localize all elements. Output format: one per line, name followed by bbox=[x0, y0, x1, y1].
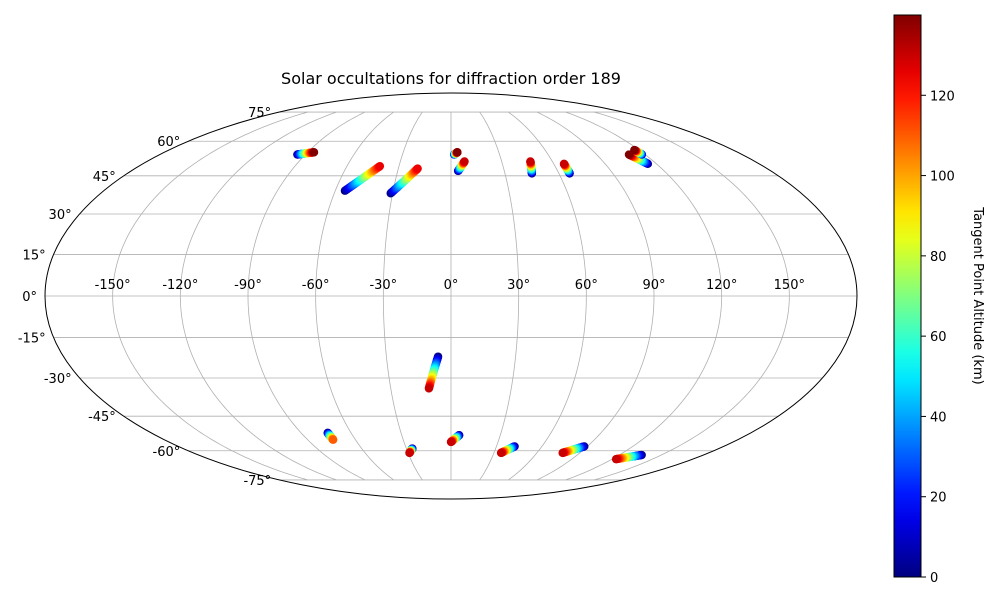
data-point bbox=[309, 148, 319, 157]
latitude-tick-label: -75° bbox=[243, 474, 271, 489]
occultation-track bbox=[405, 444, 417, 458]
longitude-gridline bbox=[247, 111, 366, 481]
data-point bbox=[413, 164, 422, 173]
occultation-track bbox=[558, 442, 589, 458]
colorbar-tick-label: 0 bbox=[930, 571, 938, 586]
data-point bbox=[446, 437, 456, 447]
latitude-tick-label: 60° bbox=[157, 135, 180, 150]
colorbar-tick-label: 100 bbox=[930, 170, 955, 185]
latitude-tick-label: 75° bbox=[248, 106, 271, 121]
latitude-tick-label: -45° bbox=[88, 410, 116, 425]
data-point bbox=[496, 448, 506, 458]
data-point bbox=[328, 435, 338, 444]
longitude-tick-label: -150° bbox=[95, 278, 131, 293]
occultation-track bbox=[323, 428, 338, 444]
longitude-tick-label: 60° bbox=[575, 278, 598, 293]
data-point bbox=[630, 145, 639, 155]
data-point bbox=[453, 148, 462, 157]
occultation-track bbox=[611, 450, 646, 464]
longitude-tick-label: 0° bbox=[444, 278, 459, 293]
longitude-tick-label: -90° bbox=[234, 278, 262, 293]
occultation-points bbox=[293, 145, 653, 464]
longitude-tick-label: 90° bbox=[642, 278, 665, 293]
occultation-track bbox=[424, 352, 443, 393]
latitude-tick-label: -15° bbox=[18, 332, 46, 347]
longitude-gridline bbox=[179, 111, 337, 481]
longitude-tick-labels: -150° -120° -90° -60° -30° 0° 30° 60° 90° 120° 150… bbox=[95, 278, 805, 293]
data-point bbox=[405, 448, 414, 458]
colorbar-tick-label: 120 bbox=[930, 89, 955, 104]
occultation-track bbox=[293, 148, 319, 159]
occultation-track bbox=[450, 148, 462, 159]
colorbar-gradient bbox=[893, 14, 922, 578]
colorbar-tick-label: 20 bbox=[930, 491, 947, 506]
data-point bbox=[460, 157, 469, 166]
longitude-gridline bbox=[382, 111, 423, 481]
occultation-track bbox=[453, 157, 469, 176]
occultation-track bbox=[386, 164, 422, 198]
longitude-gridline bbox=[508, 111, 587, 481]
occultation-track bbox=[446, 430, 464, 447]
colorbar: 0 20 40 60 80 100 120 Tangent Point Altitude (… bbox=[893, 14, 985, 586]
longitude-gridline bbox=[479, 111, 520, 481]
latitude-tick-label: -30° bbox=[44, 372, 72, 387]
longitude-gridline bbox=[315, 111, 394, 481]
longitude-tick-label: 120° bbox=[706, 278, 737, 293]
longitude-tick-label: 30° bbox=[507, 278, 530, 293]
latitude-tick-label: 45° bbox=[93, 170, 116, 185]
latitude-tick-label: 0° bbox=[22, 290, 37, 305]
latitude-tick-label: 30° bbox=[49, 208, 72, 223]
data-point bbox=[559, 159, 569, 169]
latitude-tick-label: -60° bbox=[153, 445, 181, 460]
latitude-tick-label: 15° bbox=[23, 248, 46, 263]
occultation-track bbox=[526, 157, 537, 178]
colorbar-tick-label: 80 bbox=[930, 250, 947, 265]
data-point bbox=[424, 384, 434, 393]
colorbar-ticks: 0 20 40 60 80 100 120 bbox=[921, 89, 955, 586]
data-point bbox=[611, 454, 621, 464]
latitude-tick-labels: -75° -60° -45° -30° -15° 0° 15° 30° 45° 60° 75° bbox=[18, 106, 271, 489]
longitude-tick-label: -60° bbox=[302, 278, 330, 293]
colorbar-tick-label: 40 bbox=[930, 410, 947, 425]
graticule bbox=[45, 111, 857, 481]
chart-title: Solar occultations for diffraction order… bbox=[281, 69, 621, 88]
longitude-gridline bbox=[594, 111, 790, 481]
occultation-track bbox=[630, 145, 647, 159]
colorbar-tick-label: 60 bbox=[930, 330, 947, 345]
data-point bbox=[526, 157, 535, 166]
longitude-tick-label: 150° bbox=[774, 278, 805, 293]
occultation-track bbox=[496, 442, 519, 458]
longitude-gridline bbox=[536, 111, 655, 481]
longitude-gridline bbox=[112, 111, 308, 481]
colorbar-label: Tangent Point Altitude (km) bbox=[970, 206, 985, 384]
longitude-tick-label: -120° bbox=[162, 278, 198, 293]
data-point bbox=[558, 448, 567, 458]
occultation-track bbox=[559, 159, 574, 178]
map-boundary bbox=[44, 92, 858, 500]
data-point bbox=[375, 161, 385, 171]
longitude-tick-label: -30° bbox=[369, 278, 397, 293]
occultation-track bbox=[340, 161, 385, 195]
longitude-gridline bbox=[565, 111, 723, 481]
